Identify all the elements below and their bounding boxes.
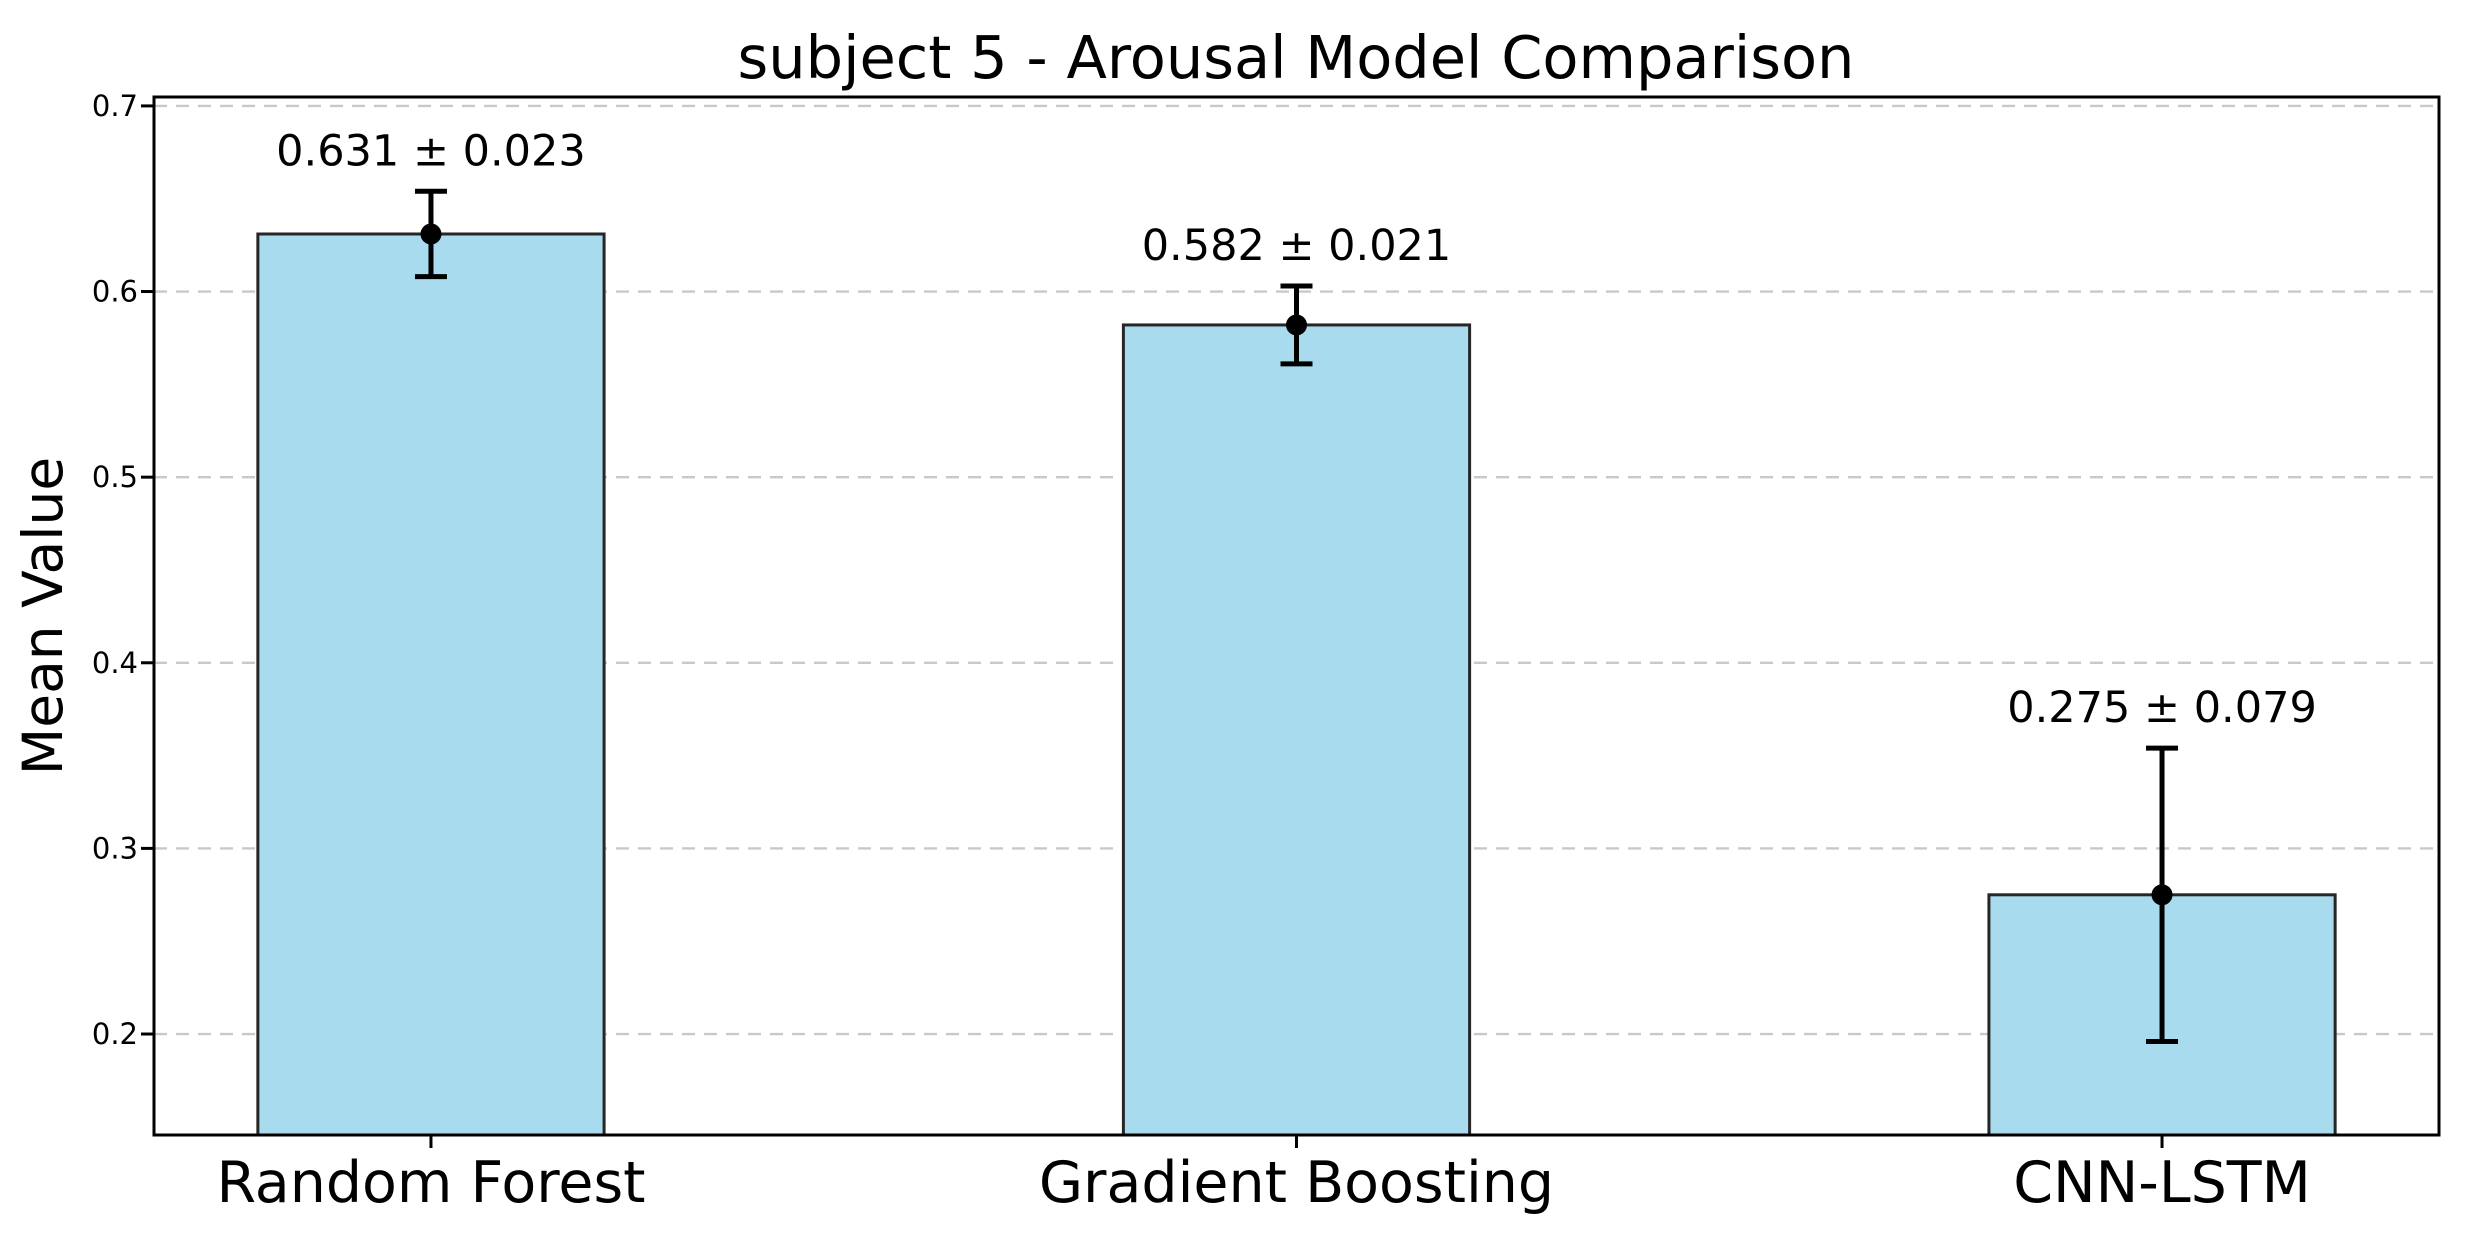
error-bar-marker xyxy=(420,223,442,245)
y-tick-label: 0.5 xyxy=(92,460,138,494)
y-tick-label: 0.7 xyxy=(92,89,138,123)
y-tick-label: 0.3 xyxy=(92,831,138,865)
x-category-label: Gradient Boosting xyxy=(1039,1150,1554,1216)
chart-title: subject 5 - Arousal Model Comparison xyxy=(738,23,1855,92)
y-axis-ticks: 0.2 0.3 0.4 0.5 0.6 0.7 xyxy=(92,89,154,1051)
bar-value-annotation: 0.631 ± 0.023 xyxy=(276,126,586,176)
bar xyxy=(256,232,606,1137)
error-bars xyxy=(414,188,2179,1044)
x-axis-ticks: Random Forest Gradient Boosting CNN-LSTM xyxy=(216,1135,2311,1216)
x-category-label: Random Forest xyxy=(216,1150,645,1216)
y-tick-label: 0.2 xyxy=(92,1017,138,1051)
bar-value-annotation: 0.275 ± 0.079 xyxy=(2007,683,2317,733)
bar-value-annotation: 0.582 ± 0.021 xyxy=(1142,221,1452,271)
y-axis-label: Mean Value xyxy=(11,457,75,775)
error-bar-marker xyxy=(1286,314,1307,336)
bar xyxy=(1121,323,1472,1137)
x-category-label: CNN-LSTM xyxy=(2013,1150,2311,1216)
y-tick-label: 0.6 xyxy=(92,275,138,309)
y-tick-label: 0.4 xyxy=(92,646,138,680)
error-bar-marker xyxy=(2151,884,2173,906)
value-annotations: 0.631 ± 0.023 0.582 ± 0.021 0.275 ± 0.079 xyxy=(276,126,2317,733)
